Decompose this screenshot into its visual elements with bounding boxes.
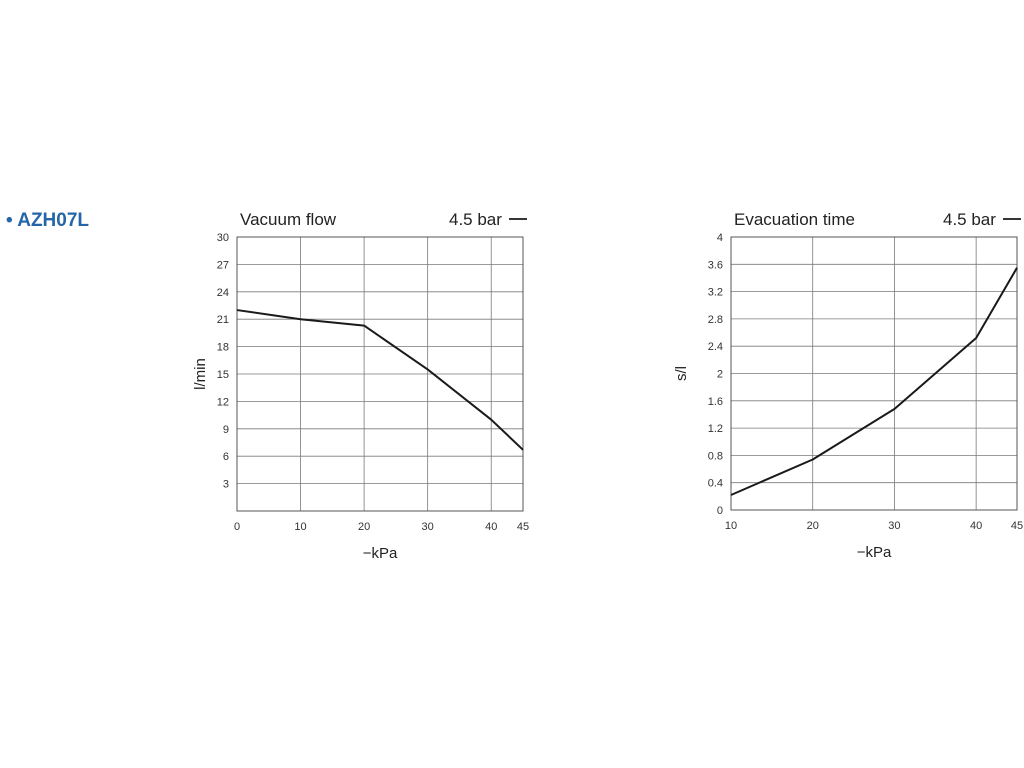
product-model: AZH07L	[17, 210, 90, 231]
y-tick-label: 3.2	[708, 287, 723, 299]
y-tick-label: 1.2	[708, 423, 723, 435]
x-tick-label: 45	[517, 521, 529, 533]
x-tick-label: 10	[725, 520, 737, 532]
legend-label: 4.5 bar	[943, 210, 996, 229]
y-tick-label: 18	[217, 342, 229, 354]
chart-title: Evacuation time	[734, 210, 855, 229]
y-tick-label: 4	[717, 232, 723, 244]
plot-frame	[236, 236, 524, 512]
plot-frame	[730, 236, 1018, 511]
x-tick-label: 40	[485, 521, 497, 533]
bullet: •	[6, 210, 13, 231]
y-tick-label: 2.8	[708, 314, 723, 326]
x-tick-label: 40	[970, 520, 982, 532]
legend-label: 4.5 bar	[449, 210, 502, 229]
x-tick-label: 20	[807, 520, 819, 532]
x-tick-label: 10	[294, 521, 306, 533]
y-tick-label: 1.6	[708, 396, 723, 408]
x-tick-label: 30	[422, 521, 434, 533]
y-tick-label: 2.4	[708, 341, 723, 353]
y-tick-label: 6	[223, 451, 229, 463]
evacuation-time-chart: 10 20 30 40 45 0 0.4 0.8 1.2 1.6 2 2.4 2.8 3.2 3.6 4 Eva…	[673, 210, 1023, 561]
y-tick-label: 30	[217, 232, 229, 244]
y-axis-label: s/l	[673, 366, 690, 381]
y-axis-label: l/min	[192, 358, 209, 390]
x-axis-label: −kPa	[857, 544, 892, 561]
y-tick-label: 3	[223, 479, 229, 491]
y-tick-label: 0.4	[708, 478, 723, 490]
x-tick-label: 0	[234, 521, 240, 533]
y-tick-label: 15	[217, 369, 229, 381]
product-label: • AZH07L	[6, 210, 89, 232]
y-tick-label: 0.8	[708, 450, 723, 462]
y-tick-label: 24	[217, 287, 229, 299]
y-tick-label: 3.6	[708, 259, 723, 271]
y-tick-label: 21	[217, 314, 229, 326]
series-line	[730, 267, 1018, 496]
chart-title: Vacuum flow	[240, 210, 337, 229]
x-tick-label: 45	[1011, 520, 1023, 532]
x-tick-label: 20	[358, 521, 370, 533]
y-tick-label: 2	[717, 369, 723, 381]
series-line	[236, 309, 524, 451]
y-tick-label: 9	[223, 424, 229, 436]
y-tick-label: 12	[217, 396, 229, 408]
x-axis-label: −kPa	[363, 545, 398, 562]
vacuum-flow-chart: 0 10 20 30 40 45 3 6 9 12 15 18 21 24 27 30 Vacuum flow 4…	[192, 210, 529, 562]
y-tick-label: 27	[217, 259, 229, 271]
x-tick-label: 30	[888, 520, 900, 532]
y-tick-label: 0	[717, 505, 723, 517]
